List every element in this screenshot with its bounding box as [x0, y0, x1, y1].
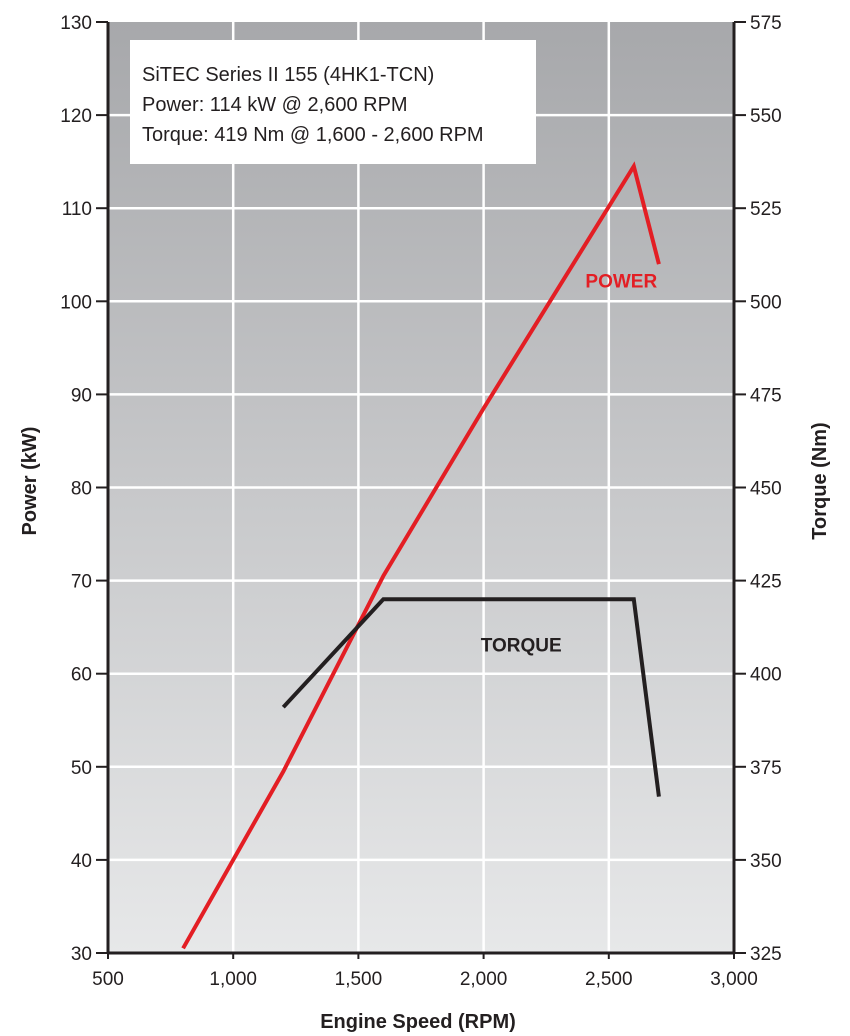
torque-series-label: TORQUE	[481, 635, 562, 656]
x-tick-label: 1,000	[209, 969, 257, 990]
y-right-tick-label: 325	[750, 944, 782, 965]
x-tick-label: 1,500	[335, 969, 383, 990]
axes: 30 40 50 60 70 80 90 100 110 120 130 325 350 375 400 42…	[60, 13, 781, 990]
y-right-tick-label: 500	[750, 292, 782, 313]
y-left-tick-label: 130	[60, 13, 92, 34]
y-right-tick-label: 525	[750, 199, 782, 220]
y-axis-right-title: Torque (Nm)	[809, 422, 831, 539]
y-left-tick-label: 90	[71, 385, 92, 406]
series-layer: POWER TORQUE	[181, 161, 661, 950]
power-series-line	[181, 161, 661, 950]
y-left-tick-label: 100	[60, 292, 92, 313]
info-model: SiTEC Series II 155 (4HK1-TCN)	[142, 64, 434, 86]
y-left-tick-label: 50	[71, 758, 92, 779]
grid-lines	[108, 22, 734, 953]
y-right-tick-label: 575	[750, 13, 782, 34]
y-right-tick-label: 350	[750, 851, 782, 872]
x-tick-label: 2,000	[460, 969, 508, 990]
x-tick-label: 2,500	[585, 969, 633, 990]
info-power: Power: 114 kW @ 2,600 RPM	[142, 94, 408, 116]
y-right-tick-label: 450	[750, 479, 782, 500]
y-left-tick-label: 120	[60, 106, 92, 127]
y-left-tick-label: 70	[71, 572, 92, 593]
y-right-tick-label: 475	[750, 385, 782, 406]
y-left-tick-label: 40	[71, 851, 92, 872]
y-left-tick-label: 60	[71, 665, 92, 686]
y-left-tick-label: 80	[71, 479, 92, 500]
y-left-tick-label: 110	[62, 199, 92, 220]
info-box: SiTEC Series II 155 (4HK1-TCN) Power: 11…	[130, 40, 536, 164]
y-right-tick-label: 425	[750, 572, 782, 593]
x-tick-label: 3,000	[710, 969, 758, 990]
power-series-label: POWER	[585, 271, 657, 292]
torque-series-line	[281, 597, 661, 797]
info-box-background	[130, 40, 536, 164]
x-tick-label: 500	[92, 969, 124, 990]
x-axis-title: Engine Speed (RPM)	[320, 1011, 516, 1033]
y-right-tick-label: 375	[750, 758, 782, 779]
y-right-tick-label: 550	[750, 106, 782, 127]
info-torque: Torque: 419 Nm @ 1,600 - 2,600 RPM	[142, 124, 484, 146]
y-left-tick-label: 30	[71, 944, 92, 965]
y-axis-left-title: Power (kW)	[19, 427, 41, 536]
y-right-tick-label: 400	[750, 665, 782, 686]
